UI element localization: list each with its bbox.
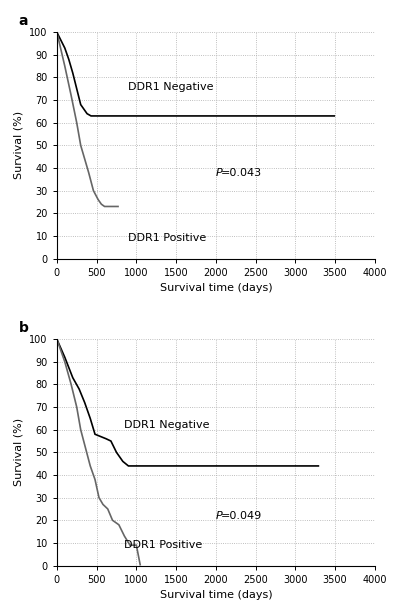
X-axis label: Survival time (days): Survival time (days) [160, 590, 272, 600]
X-axis label: Survival time (days): Survival time (days) [160, 283, 272, 293]
Text: b: b [19, 321, 28, 335]
Text: =0.049: =0.049 [221, 511, 262, 521]
Text: DDR1 Positive: DDR1 Positive [128, 233, 207, 243]
Text: DDR1 Positive: DDR1 Positive [124, 540, 203, 550]
Text: P: P [216, 168, 223, 177]
Y-axis label: Survival (%): Survival (%) [14, 111, 24, 179]
Y-axis label: Survival (%): Survival (%) [14, 418, 24, 486]
Text: DDR1 Negative: DDR1 Negative [124, 420, 210, 430]
Text: =0.043: =0.043 [221, 168, 262, 177]
Text: DDR1 Negative: DDR1 Negative [128, 82, 214, 91]
Text: a: a [19, 14, 28, 28]
Text: P: P [216, 511, 223, 521]
